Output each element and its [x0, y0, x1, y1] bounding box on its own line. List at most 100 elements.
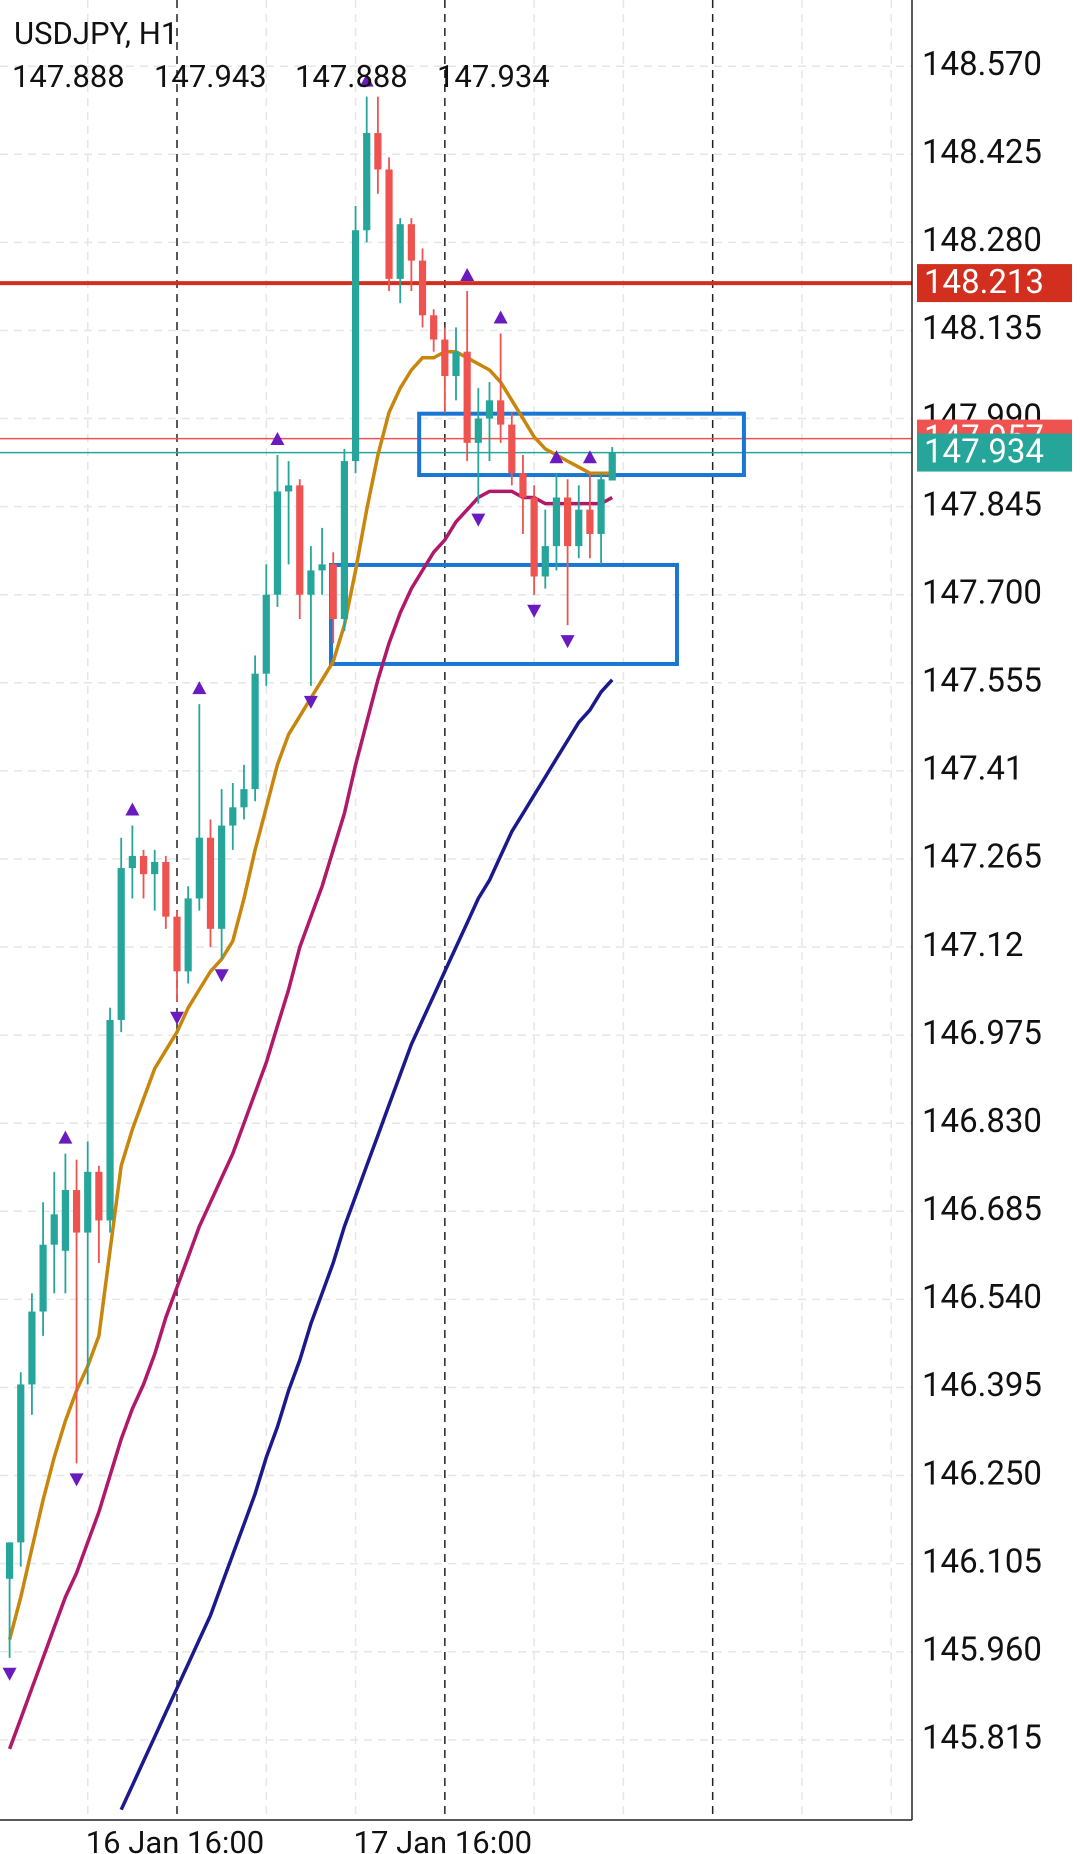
- candle-body: [17, 1384, 25, 1543]
- fractal-up: [493, 310, 508, 324]
- zone-box: [417, 411, 746, 478]
- y-tick-label: 147.700: [922, 573, 1042, 612]
- candle-body: [128, 855, 136, 869]
- candle-body: [307, 570, 315, 595]
- moving-average: [119, 678, 614, 1811]
- candle-body: [206, 837, 215, 929]
- fractal-up: [460, 267, 475, 281]
- candle-body: [240, 789, 248, 808]
- candle-body: [95, 1171, 103, 1221]
- fractal-down: [2, 1667, 17, 1681]
- ohlc-low: 147.888: [295, 58, 408, 95]
- candle-body: [39, 1244, 47, 1312]
- candle-body: [329, 564, 337, 620]
- candle-body: [608, 452, 616, 481]
- price-label: 147.934: [924, 432, 1044, 471]
- candle-body: [530, 497, 538, 577]
- candle-body: [508, 424, 516, 474]
- candle-body: [173, 916, 181, 972]
- moving-average: [7, 489, 614, 1750]
- candle-body: [441, 339, 449, 377]
- candle-body: [497, 400, 505, 425]
- candle-body: [218, 825, 226, 929]
- candle-body: [61, 1190, 69, 1251]
- y-tick-label: 146.540: [922, 1278, 1042, 1317]
- candle-body: [407, 224, 415, 261]
- fractal-up: [192, 681, 207, 695]
- price-label: 148.213: [924, 263, 1044, 302]
- candle-body: [296, 485, 304, 595]
- y-tick-label: 145.960: [922, 1630, 1042, 1669]
- fractal-up: [270, 432, 285, 445]
- ohlc-high: 147.943: [154, 58, 267, 95]
- candle-body: [396, 224, 404, 279]
- y-tick-label: 147.845: [922, 485, 1042, 524]
- fractal-down: [69, 1473, 84, 1487]
- candle-body: [139, 855, 148, 875]
- candle-body: [485, 400, 494, 419]
- candle-body: [385, 169, 393, 279]
- candle-body: [463, 351, 471, 443]
- candle-body: [6, 1542, 14, 1579]
- candle-body: [597, 479, 605, 534]
- candle-body: [251, 673, 259, 790]
- candle-body: [285, 485, 293, 492]
- price-label-box: [917, 264, 1072, 303]
- candle-body: [340, 461, 348, 620]
- y-tick-label: 148.280: [922, 221, 1042, 260]
- y-tick-label: 148.570: [922, 45, 1042, 84]
- candle-body: [351, 230, 360, 462]
- candle-body: [184, 898, 192, 972]
- candle-body: [586, 509, 594, 534]
- y-tick-label: 146.685: [922, 1190, 1042, 1229]
- y-tick-label: 146.830: [922, 1102, 1042, 1141]
- chart-title: USDJPY, H1: [14, 15, 178, 52]
- candle-body: [541, 546, 549, 577]
- candle-body: [72, 1190, 81, 1233]
- candle-body: [84, 1171, 92, 1233]
- ohlc-close: 147.934: [437, 58, 550, 95]
- y-tick-label: 145.815: [922, 1719, 1042, 1758]
- candle-body: [28, 1311, 36, 1385]
- ohlc-open: 147.888: [12, 58, 125, 95]
- y-tick-label: 147.12: [922, 926, 1023, 965]
- fractal-up: [549, 450, 564, 464]
- candle-body: [418, 260, 427, 316]
- y-tick-label: 147.41: [922, 750, 1023, 789]
- y-tick-label: 148.425: [922, 133, 1042, 172]
- y-tick-label: 147.265: [922, 838, 1042, 877]
- x-tick-label: 17 Jan 16:00: [354, 1824, 533, 1854]
- candle-body: [552, 497, 561, 547]
- candle-body: [162, 862, 170, 917]
- candle-body: [430, 315, 438, 340]
- candle-body: [363, 133, 371, 231]
- candle-body: [519, 473, 527, 498]
- fractal-up: [359, 73, 374, 87]
- fractal-down: [214, 969, 229, 983]
- y-tick-label: 146.105: [922, 1542, 1042, 1581]
- y-tick-label: 146.975: [922, 1014, 1042, 1053]
- candle-body: [262, 594, 270, 674]
- candle-body: [575, 509, 583, 547]
- price-label-box: [917, 433, 1072, 472]
- candle-body: [151, 862, 159, 875]
- plot: [0, 73, 912, 1811]
- fractal-down: [560, 635, 575, 649]
- y-tick-label: 148.135: [922, 309, 1042, 348]
- fractal-down: [527, 604, 542, 618]
- candle-body: [564, 497, 572, 547]
- candle-body: [117, 868, 125, 1020]
- fractal-up: [58, 1130, 73, 1144]
- candle-body: [318, 564, 326, 571]
- y-tick-label: 147.555: [922, 662, 1042, 701]
- candle-body: [106, 1019, 114, 1221]
- candle-body: [452, 351, 460, 377]
- candle-body: [50, 1214, 58, 1245]
- fractal-up: [582, 450, 597, 464]
- candle-body: [273, 491, 282, 595]
- fractal-down: [170, 1011, 184, 1025]
- candle-body: [195, 837, 203, 899]
- x-tick-label: 16 Jan 16:00: [86, 1824, 265, 1854]
